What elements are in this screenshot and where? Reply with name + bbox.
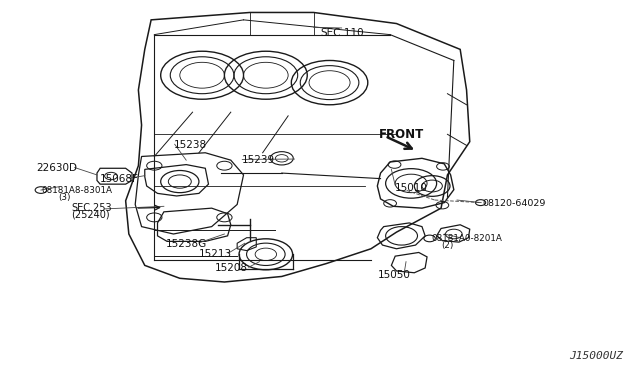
Text: 08181A0-8201A: 08181A0-8201A (431, 234, 502, 243)
Text: 08181A8-8301A: 08181A8-8301A (41, 186, 112, 195)
Text: 15238G: 15238G (166, 238, 207, 248)
Text: 15239: 15239 (243, 155, 275, 165)
Text: 15238: 15238 (173, 140, 207, 150)
Text: SEC.110: SEC.110 (320, 28, 364, 38)
Text: (2): (2) (441, 241, 454, 250)
Text: 15208: 15208 (215, 263, 248, 273)
Text: 15213: 15213 (199, 249, 232, 259)
Text: (3): (3) (59, 193, 71, 202)
Text: (25240): (25240) (72, 210, 110, 220)
Text: 15068F: 15068F (100, 174, 139, 184)
Text: 15010: 15010 (395, 183, 428, 193)
Text: J15000UZ: J15000UZ (569, 352, 623, 361)
Text: 15050: 15050 (378, 270, 410, 280)
Text: 22630D: 22630D (36, 163, 77, 173)
Text: FRONT: FRONT (379, 128, 424, 141)
Text: SEC.253: SEC.253 (72, 203, 112, 213)
Text: 08120-64029: 08120-64029 (483, 199, 546, 208)
